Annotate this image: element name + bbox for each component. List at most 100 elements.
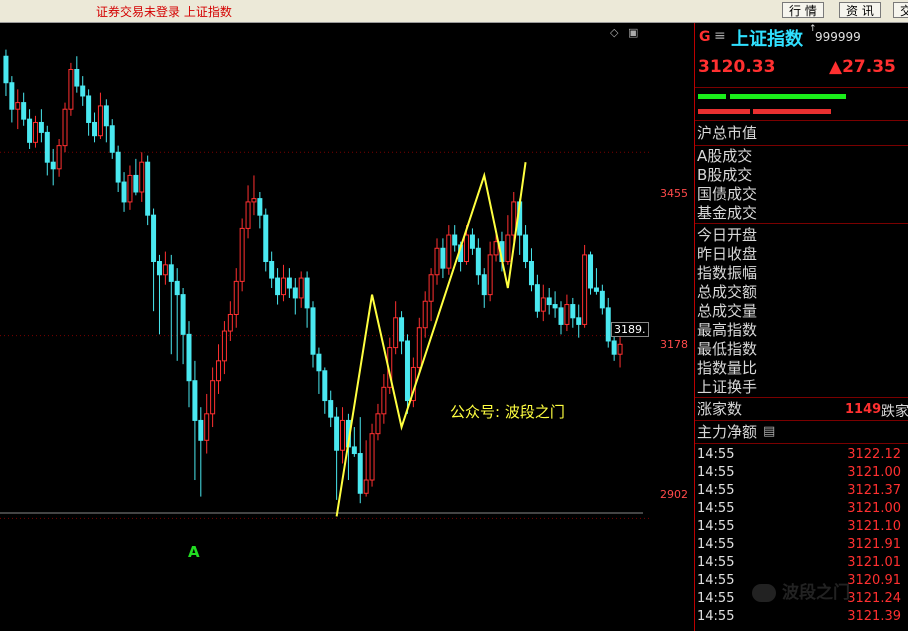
tick-price: 3122.12 bbox=[847, 447, 901, 462]
candle-body bbox=[593, 287, 599, 292]
candle-body bbox=[27, 118, 33, 143]
candle-body bbox=[540, 297, 546, 312]
list-icon[interactable]: ▤ bbox=[763, 424, 776, 439]
watermark-text: 波段之门 bbox=[782, 583, 850, 603]
diamond-icon[interactable]: ◇ bbox=[610, 26, 619, 39]
candle-body bbox=[440, 247, 446, 269]
marker-a: A bbox=[188, 543, 200, 561]
quote-button[interactable]: 行 情 bbox=[782, 2, 824, 18]
candle-body bbox=[115, 151, 121, 183]
candle-body bbox=[174, 280, 180, 296]
candle-body bbox=[605, 307, 611, 342]
app-title: 证券交易未登录 上证指数 bbox=[96, 5, 232, 19]
news-button[interactable]: 资 讯 bbox=[839, 2, 881, 18]
candle-body bbox=[493, 241, 499, 256]
candle-body bbox=[239, 227, 245, 282]
tick-time: 14:55 bbox=[697, 465, 735, 480]
tick-price: 3121.39 bbox=[847, 609, 901, 624]
divider bbox=[695, 397, 908, 398]
candle-body bbox=[304, 277, 310, 309]
trade-button[interactable]: 交 bbox=[893, 2, 908, 18]
tick-time: 14:55 bbox=[697, 501, 735, 516]
stat-label-volume-ratio: 指数量比 bbox=[697, 359, 758, 377]
candle-body bbox=[21, 102, 27, 120]
g-label: G bbox=[699, 29, 711, 45]
candle-body bbox=[363, 479, 369, 494]
candle-body bbox=[292, 287, 298, 299]
candle-body bbox=[15, 102, 21, 110]
candle-body bbox=[245, 201, 251, 229]
candle-body bbox=[505, 234, 511, 263]
candle-body bbox=[32, 121, 38, 143]
zigzag-line bbox=[335, 162, 527, 517]
candle-body bbox=[198, 419, 204, 441]
window-icon[interactable]: ▣ bbox=[628, 26, 639, 39]
price-label-2902: 2902 bbox=[660, 488, 688, 501]
stat-label-amount: 总成交额 bbox=[697, 283, 758, 301]
candle-body bbox=[221, 330, 227, 362]
candle-body bbox=[109, 125, 115, 153]
stat-label-prev-close: 昨日收盘 bbox=[697, 245, 758, 263]
candle-body bbox=[210, 380, 216, 415]
tick-time: 14:55 bbox=[697, 537, 735, 552]
candle-body bbox=[357, 453, 363, 494]
red-bar-1 bbox=[698, 109, 750, 114]
candle-body bbox=[523, 234, 529, 263]
candle-body bbox=[328, 400, 334, 418]
candle-body bbox=[38, 121, 44, 133]
sup-mark: ↑ bbox=[809, 24, 817, 34]
market-cap-label: 沪总市值 bbox=[697, 124, 758, 142]
stat-label-open: 今日开盘 bbox=[697, 226, 758, 244]
candle-body bbox=[192, 380, 198, 421]
rise-count-value: 1149 bbox=[845, 402, 882, 417]
candle-body bbox=[68, 68, 74, 110]
tick-time: 14:55 bbox=[697, 591, 735, 606]
candle-body bbox=[139, 161, 145, 193]
candle-body bbox=[162, 264, 168, 276]
candle-body bbox=[74, 68, 80, 87]
candle-body bbox=[251, 198, 257, 203]
candle-body bbox=[552, 304, 558, 309]
tick-time: 14:55 bbox=[697, 555, 735, 570]
index-code: 999999 bbox=[815, 30, 861, 44]
last-price-tag: 3189. bbox=[611, 322, 649, 337]
tick-price: 3121.10 bbox=[847, 519, 901, 534]
kline-chart[interactable]: 3455 3178 2902 3189. 公众号: 波段之门 A ◇ ▣ bbox=[0, 23, 693, 631]
kline-svg bbox=[0, 49, 650, 519]
candle-body bbox=[611, 340, 617, 355]
candle-body bbox=[534, 284, 540, 312]
tick-price: 3121.01 bbox=[847, 555, 901, 570]
candle-body bbox=[617, 343, 623, 355]
candle-body bbox=[558, 307, 564, 325]
candle-body bbox=[340, 419, 346, 451]
candle-body bbox=[62, 108, 68, 147]
tick-price: 3121.91 bbox=[847, 537, 901, 552]
index-name: 上证指数 bbox=[731, 29, 803, 50]
divider bbox=[695, 120, 908, 121]
turnover-label-bond: 国债成交 bbox=[697, 185, 758, 203]
wechat-annotation: 公众号: 波段之门 bbox=[450, 403, 565, 421]
candle-body bbox=[133, 174, 139, 193]
menu-icon[interactable]: ≡ bbox=[714, 28, 726, 44]
candle-body bbox=[263, 214, 269, 263]
divider bbox=[695, 443, 908, 444]
stat-label-volume: 总成交量 bbox=[697, 302, 758, 320]
tick-price: 3121.24 bbox=[847, 591, 901, 606]
candle-body bbox=[280, 277, 286, 296]
price-label-3178: 3178 bbox=[660, 338, 688, 351]
candle-body bbox=[151, 214, 157, 263]
turnover-label-b: B股成交 bbox=[697, 166, 753, 184]
tick-price: 3121.00 bbox=[847, 465, 901, 480]
candle-body bbox=[422, 300, 428, 329]
candle-body bbox=[446, 234, 452, 269]
candle-body bbox=[233, 280, 239, 315]
tick-price: 3120.91 bbox=[847, 573, 901, 588]
candle-body bbox=[3, 55, 9, 84]
tick-time: 14:55 bbox=[697, 609, 735, 624]
candle-body bbox=[97, 105, 103, 137]
divider bbox=[695, 87, 908, 88]
candle-body bbox=[351, 446, 357, 455]
candle-body bbox=[50, 161, 56, 170]
candle-body bbox=[511, 201, 517, 236]
candle-body bbox=[286, 277, 292, 289]
